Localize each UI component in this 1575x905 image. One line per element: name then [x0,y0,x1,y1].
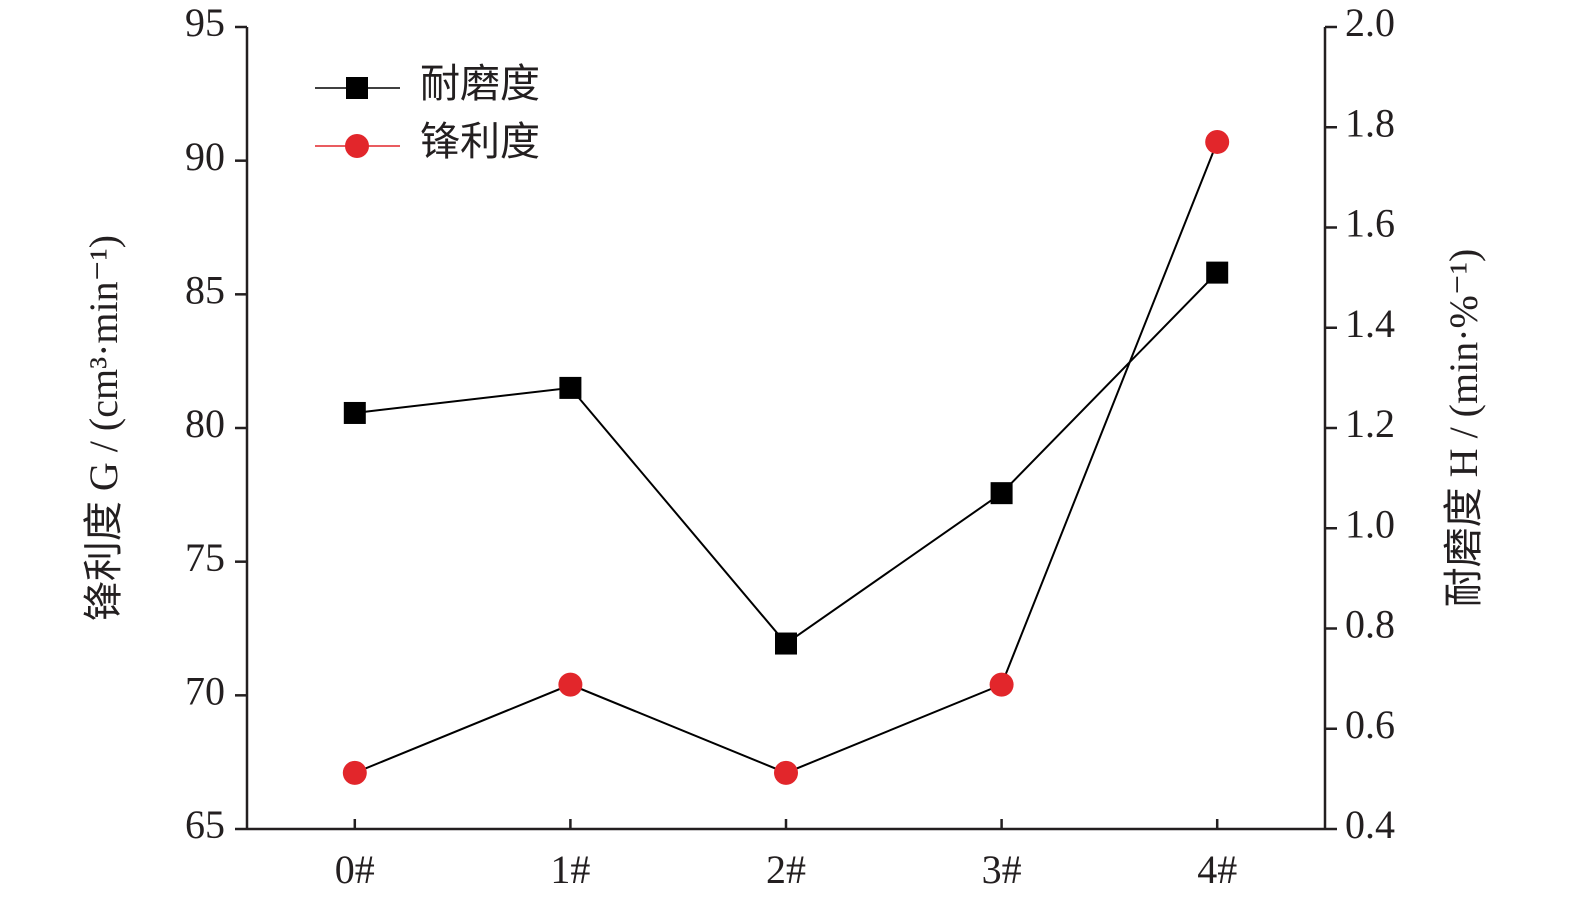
y2-tick-label: 2.0 [1345,0,1395,45]
square-marker [346,77,368,99]
square-marker [775,632,797,655]
y-tick-label: 85 [185,268,225,313]
square-marker [990,482,1013,505]
circle-marker [558,672,583,697]
y-tick-label: 95 [185,0,225,45]
x-tick-label: 3# [982,847,1022,892]
y2-tick-label: 1.0 [1345,501,1395,546]
x-tick-label: 2# [766,847,806,892]
y-tick-label: 75 [185,535,225,580]
circle-marker [1205,129,1230,154]
series-line [354,141,1219,774]
square-marker [559,376,582,399]
square-marker [343,401,366,424]
legend-label: 耐磨度 [420,61,540,106]
circle-marker [345,134,369,158]
x-tick-label: 4# [1197,847,1237,892]
legend-label: 锋利度 [420,119,540,164]
y2-tick-label: 1.2 [1345,401,1395,446]
y2-tick-label: 1.4 [1345,301,1395,346]
circle-marker [989,672,1014,697]
y2-tick-label: 0.8 [1345,602,1395,647]
series-line [354,271,1218,645]
y2-axis-label: 耐磨度 H / (min·%⁻¹) [1441,249,1486,608]
y2-tick-label: 0.6 [1345,702,1395,747]
circle-marker [342,760,367,785]
y2-tick-label: 0.4 [1345,802,1395,847]
y2-tick-label: 1.6 [1345,201,1395,246]
x-tick-label: 1# [550,847,590,892]
y-tick-label: 70 [185,669,225,714]
x-tick-label: 0# [335,847,375,892]
y-tick-label: 80 [185,401,225,446]
square-marker [1206,261,1229,284]
circle-marker [774,760,798,785]
y-tick-label: 65 [185,802,225,847]
y-tick-label: 90 [185,134,225,179]
y-axis-label: 锋利度 G / (cm³·min⁻¹) [81,235,126,621]
y2-tick-label: 1.8 [1345,100,1395,145]
